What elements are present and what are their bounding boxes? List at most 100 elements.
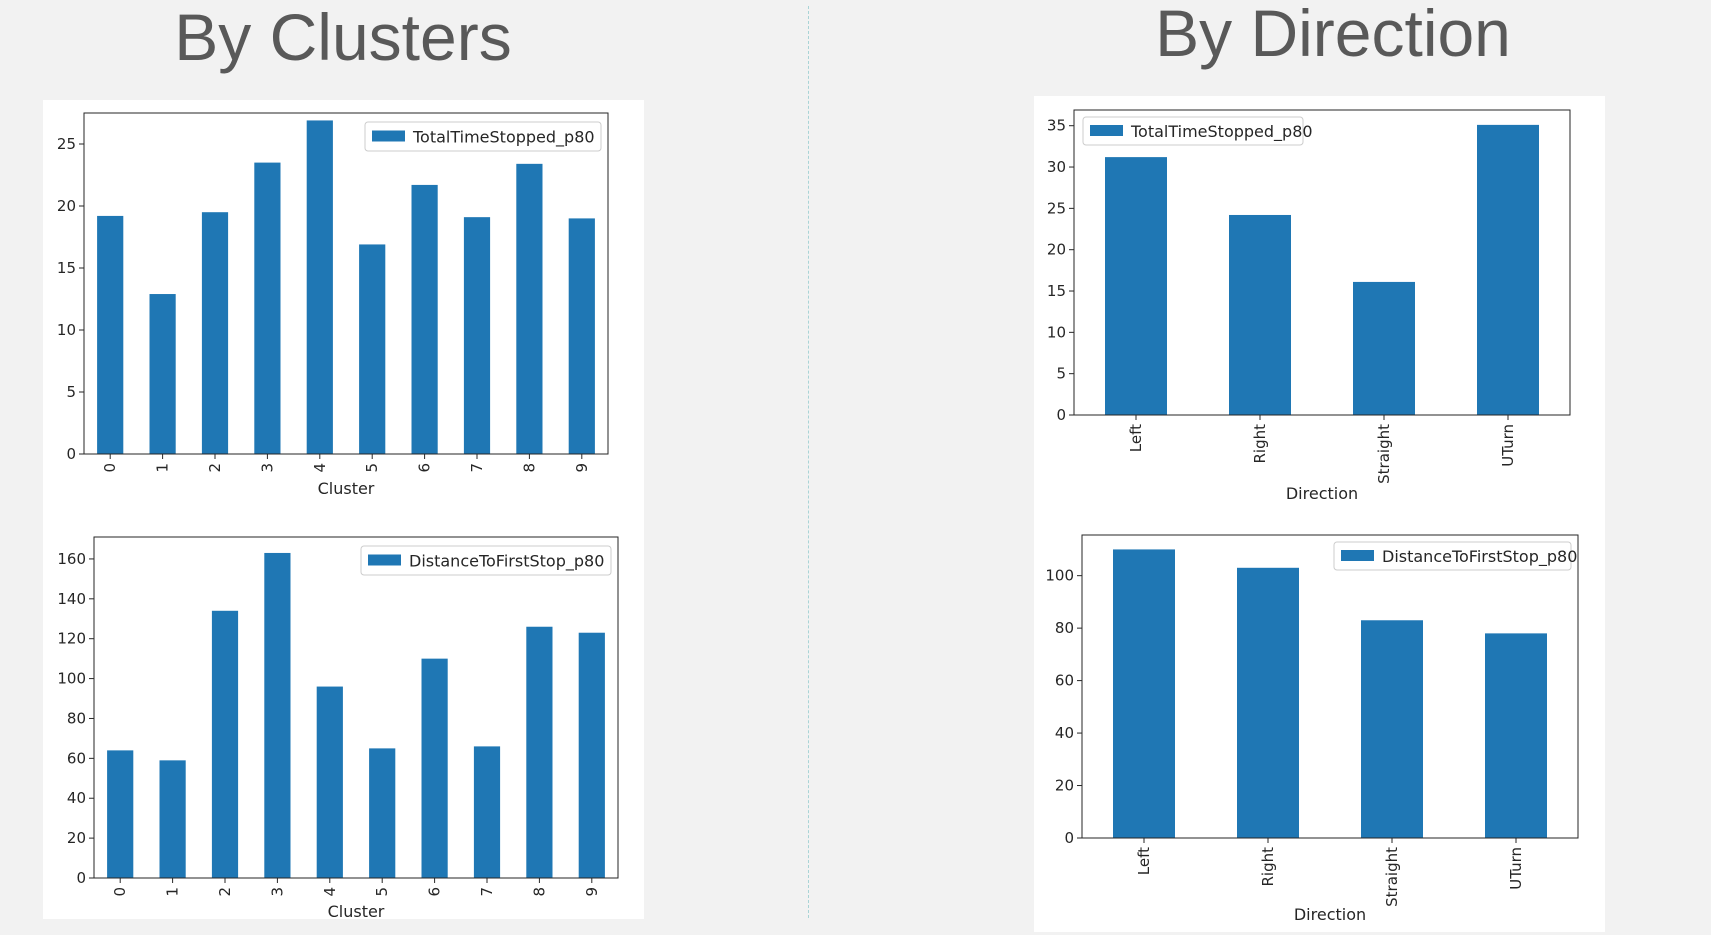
y-tick-label: 0 — [1064, 829, 1074, 847]
y-tick-label: 10 — [1047, 323, 1066, 341]
section-divider — [808, 6, 809, 918]
y-tick-label: 40 — [1055, 724, 1074, 742]
title-by-clusters: By Clusters — [174, 0, 512, 74]
title-by-direction: By Direction — [1155, 0, 1511, 70]
y-tick-label: 100 — [1045, 567, 1074, 585]
x-tick-label: 5 — [373, 887, 391, 897]
bar-7 — [473, 746, 501, 878]
plot-frame — [1081, 534, 1579, 839]
bar-8 — [516, 163, 543, 454]
y-tick-label: 30 — [1047, 158, 1066, 176]
x-tick-label: UTurn — [1507, 847, 1525, 890]
legend-swatch — [1341, 550, 1374, 561]
legend-swatch — [372, 130, 405, 142]
bar-chart-2: 0 5 10 15 20 25 30 35 Left Right Straight UTurn Dire… — [1047, 109, 1571, 503]
x-tick-label: Left — [1135, 847, 1153, 875]
bar-7 — [463, 217, 491, 454]
bar-right — [1237, 567, 1299, 838]
bar-2 — [201, 212, 229, 454]
bar-straight — [1353, 281, 1415, 415]
x-axis-label: Direction — [1294, 905, 1366, 924]
bar-6 — [421, 658, 448, 878]
y-tick-label: 60 — [67, 749, 86, 767]
legend-box — [360, 545, 612, 576]
bar-0 — [107, 750, 134, 878]
y-tick-label: 25 — [57, 135, 76, 153]
y-tick-label: 120 — [57, 630, 86, 648]
bar-8 — [526, 626, 553, 878]
legend-label: TotalTimeStopped_p80 — [1130, 122, 1313, 142]
x-tick-label: 0 — [111, 887, 129, 897]
x-tick-label: 5 — [363, 463, 381, 473]
x-tick-label: 9 — [583, 887, 601, 897]
x-tick-label: 0 — [101, 463, 119, 473]
x-tick-label: 8 — [530, 887, 548, 897]
y-tick-label: 20 — [57, 197, 76, 215]
bar-left — [1105, 157, 1167, 415]
bar-0 — [97, 215, 124, 454]
bar-1 — [149, 294, 176, 454]
legend-label: TotalTimeStopped_p80 — [412, 128, 595, 148]
x-tick-label: 4 — [311, 463, 329, 473]
plot-frame — [1073, 109, 1571, 416]
y-tick-label: 80 — [1055, 619, 1074, 637]
bar-5 — [359, 244, 386, 454]
x-axis-label: Cluster — [328, 902, 385, 921]
legend-box — [1082, 116, 1304, 146]
bar-1 — [159, 760, 186, 878]
y-tick-label: 140 — [57, 590, 86, 608]
x-tick-label: Right — [1251, 424, 1269, 464]
bar-3 — [254, 162, 281, 454]
bar-right — [1229, 214, 1291, 415]
bar-4 — [306, 120, 333, 454]
y-tick-label: 80 — [67, 709, 86, 727]
x-tick-label: Straight — [1383, 847, 1401, 907]
x-tick-label: 3 — [258, 463, 276, 473]
x-tick-label: 4 — [321, 887, 339, 897]
y-tick-label: 20 — [1047, 241, 1066, 259]
plot-frame — [83, 112, 609, 455]
legend-label: DistanceToFirstStop_p80 — [409, 552, 604, 572]
y-tick-label: 25 — [1047, 199, 1066, 217]
bar-chart-3: 0 20 40 60 80 100 Left Right Straight UTurn Direct… — [1045, 534, 1579, 924]
legend-box — [1333, 541, 1572, 571]
bar-9 — [568, 218, 595, 454]
x-axis-label: Direction — [1286, 484, 1358, 503]
bar-6 — [411, 184, 438, 455]
x-tick-label: 7 — [478, 887, 496, 897]
y-tick-label: 15 — [1047, 282, 1066, 300]
bar-5 — [369, 748, 396, 878]
bar-straight — [1361, 620, 1423, 838]
legend-label: DistanceToFirstStop_p80 — [1382, 547, 1577, 567]
y-tick-label: 0 — [1056, 406, 1066, 424]
bar-4 — [316, 686, 343, 878]
legend-box — [364, 121, 602, 152]
x-axis-label: Cluster — [318, 479, 375, 498]
x-tick-label: 3 — [268, 887, 286, 897]
legend-swatch — [1090, 125, 1123, 136]
x-tick-label: 6 — [416, 463, 434, 473]
y-tick-label: 20 — [1055, 777, 1074, 795]
y-tick-label: 10 — [57, 321, 76, 339]
x-tick-label: Right — [1259, 847, 1277, 887]
bar-uturn — [1477, 124, 1539, 415]
y-tick-label: 15 — [57, 259, 76, 277]
x-tick-label: Straight — [1375, 424, 1393, 484]
bar-3 — [264, 552, 291, 878]
x-tick-label: 2 — [216, 887, 234, 897]
bar-chart-0: 0 5 10 15 20 25 0 1 2 3 4 5 6 7 8 9 Cluster TotalTimeStop… — [57, 112, 609, 498]
y-tick-label: 60 — [1055, 672, 1074, 690]
x-tick-label: UTurn — [1499, 424, 1517, 467]
x-tick-label: 1 — [154, 463, 172, 473]
bar-uturn — [1485, 633, 1547, 838]
bar-9 — [578, 632, 605, 878]
plot-frame — [93, 536, 619, 879]
y-tick-label: 5 — [66, 383, 76, 401]
x-tick-label: Left — [1127, 424, 1145, 452]
y-tick-label: 40 — [67, 789, 86, 807]
bar-2 — [211, 610, 239, 878]
y-tick-label: 100 — [57, 670, 86, 688]
x-tick-label: 9 — [573, 463, 591, 473]
y-tick-label: 0 — [66, 445, 76, 463]
